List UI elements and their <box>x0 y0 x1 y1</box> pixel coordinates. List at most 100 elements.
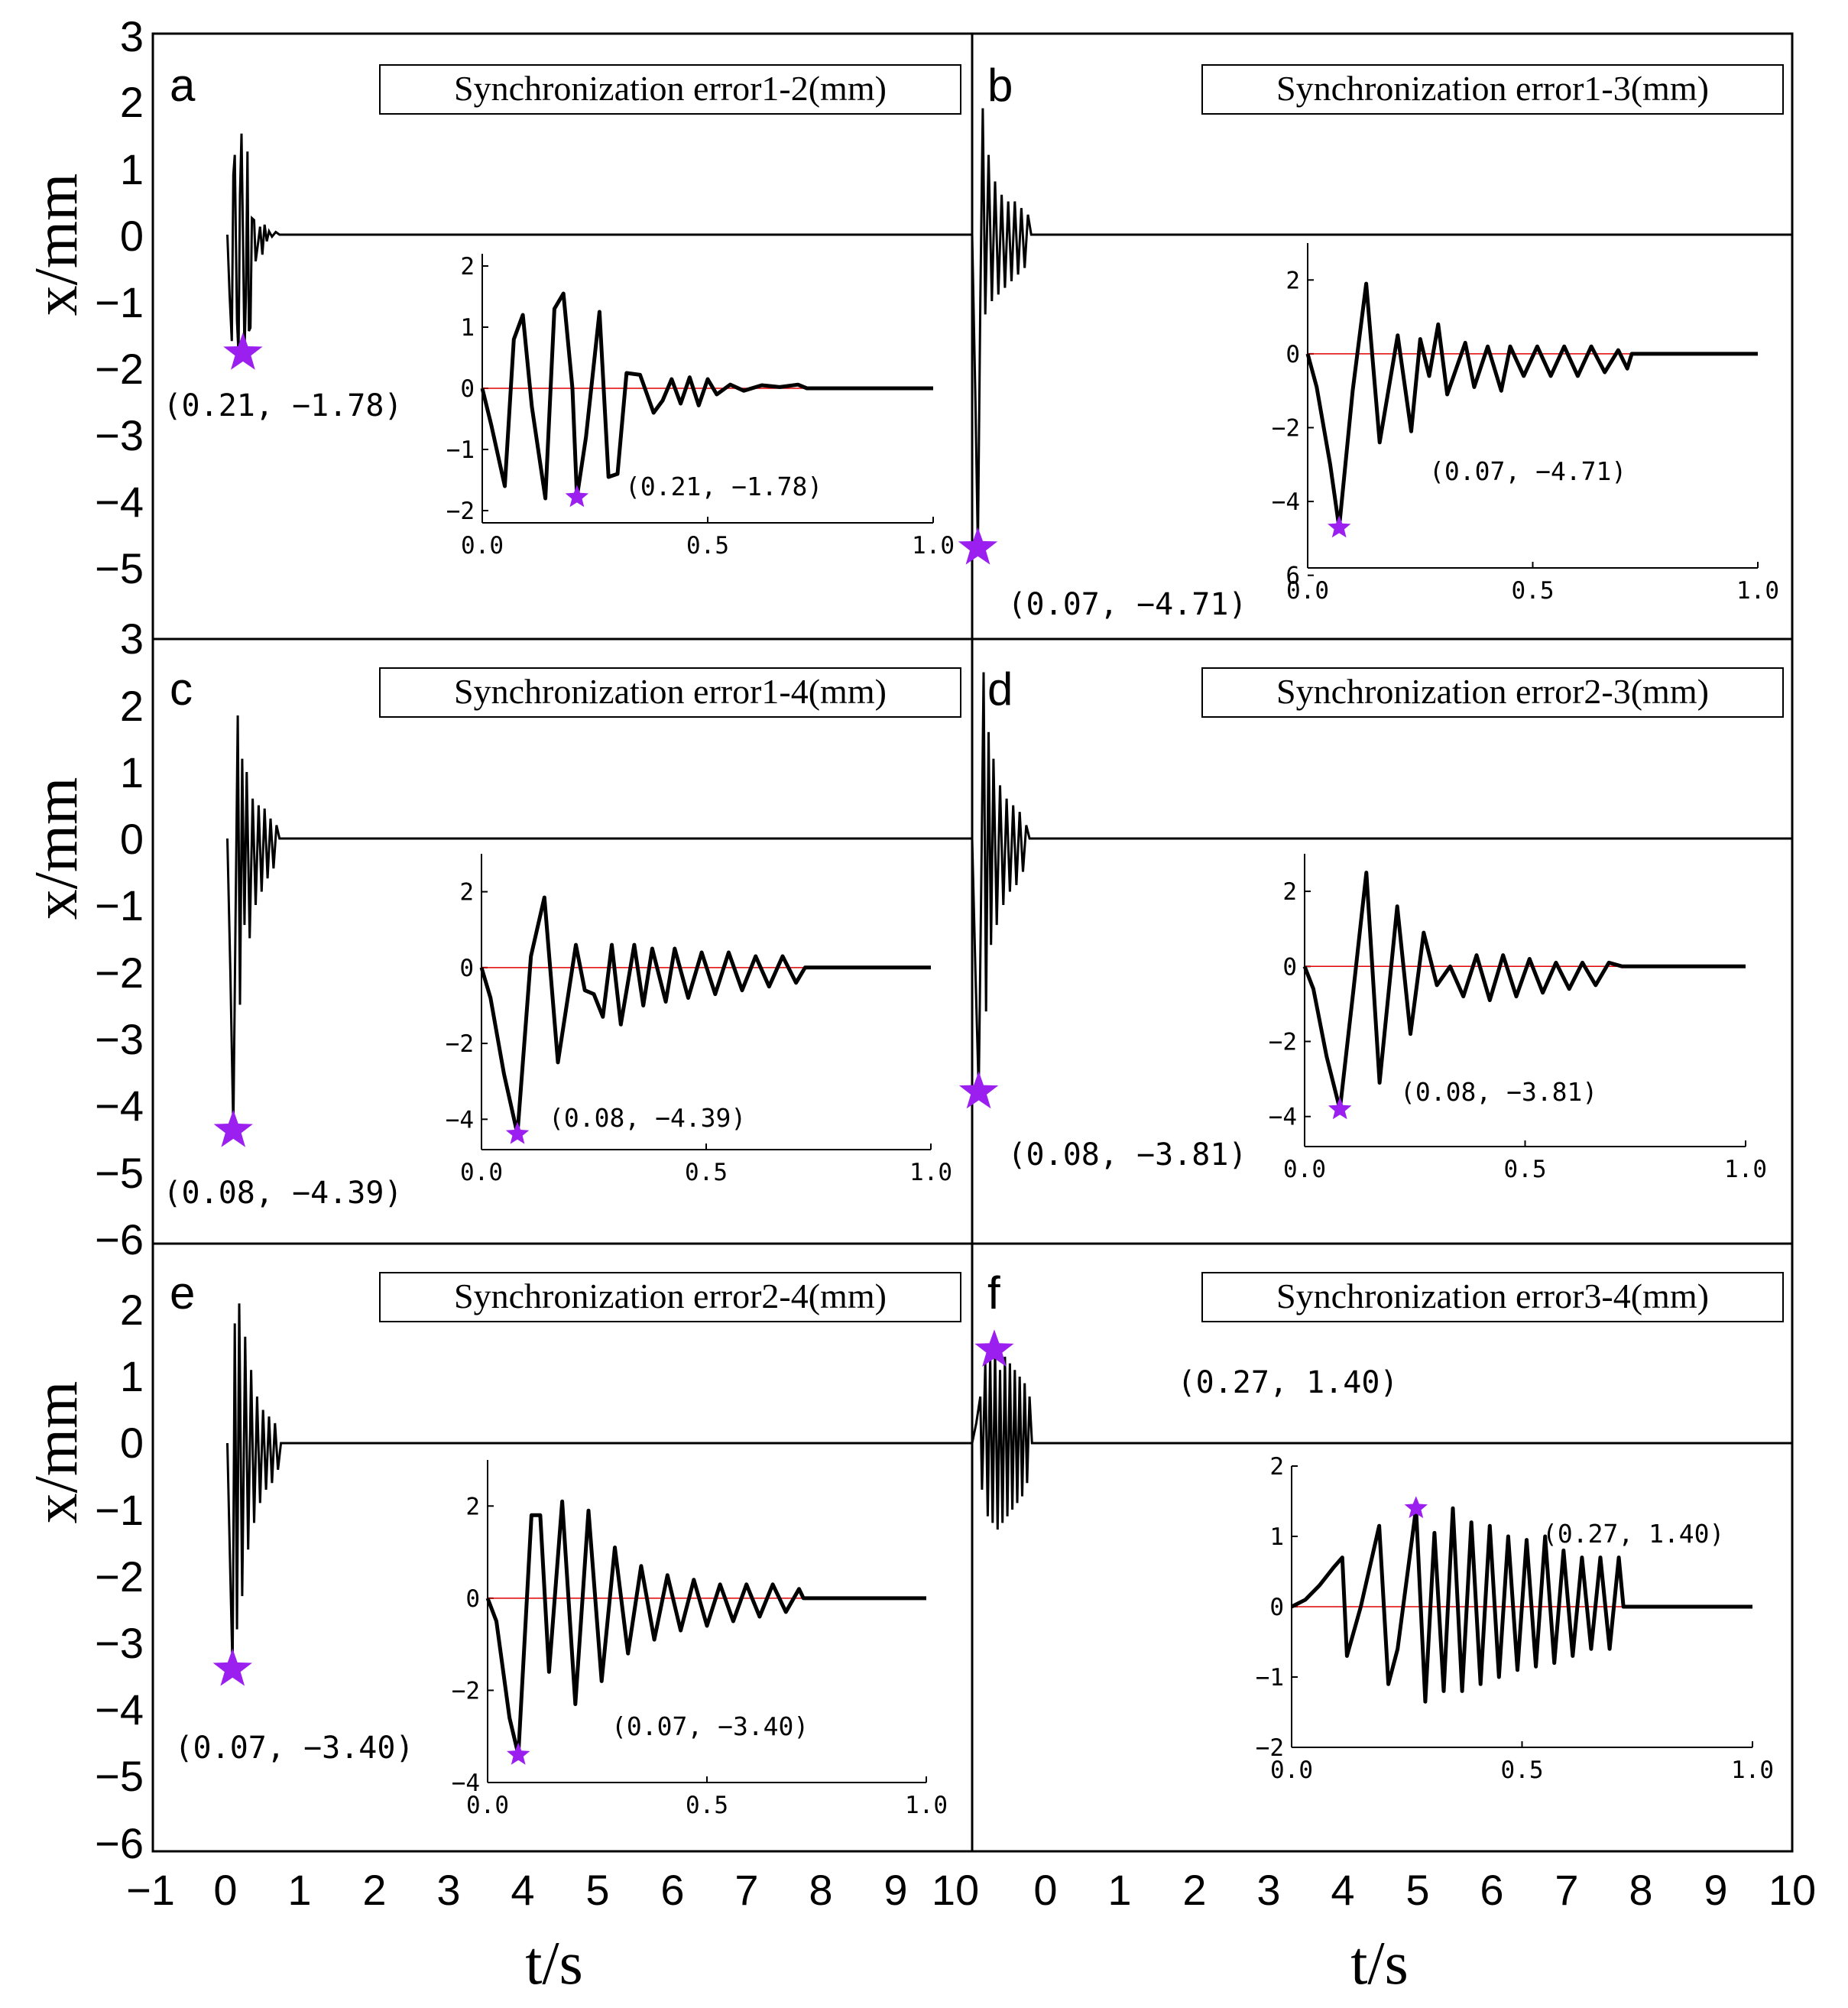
inset-peak-marker-star <box>1328 515 1351 538</box>
inset-x-tick-label: 0.5 <box>1501 1757 1544 1784</box>
inset-x-tick-label: 0.5 <box>685 1159 728 1186</box>
inset-peak-marker-star <box>565 485 589 508</box>
signal-line <box>971 1350 1792 1530</box>
inset-peak-annotation: (0.21, −1.78) <box>625 472 822 501</box>
x-tick-label: 0 <box>1033 1866 1057 1914</box>
inset-signal-line <box>479 895 931 1137</box>
inset-y-tick-label: 1 <box>1269 1523 1284 1551</box>
x-tick-label: 1 <box>1107 1866 1131 1914</box>
legend-label: Synchronization error2-3(mm) <box>1276 672 1709 711</box>
y-axis-label: x/mm <box>23 174 90 316</box>
inset-y-tick-label: 2 <box>459 879 474 907</box>
x-tick-label: 9 <box>1704 1866 1727 1914</box>
inset-y-tick-label: −4 <box>446 1106 474 1134</box>
y-tick-label: 3 <box>120 615 144 663</box>
inset-x-tick-label: 1.0 <box>1724 1156 1767 1183</box>
legend-box <box>1201 667 1784 718</box>
inset-f: 0.0 0.5 1.0 2 1 0 −1 −2 (0.27, 1.40) <box>1256 1453 1774 1784</box>
inset-y-tick-label: 2 <box>465 1493 480 1520</box>
frame <box>151 32 1794 1853</box>
inset-x-tick-label: 0.0 <box>1286 577 1329 605</box>
inset-x-tick-label: 1.0 <box>1736 577 1779 605</box>
inset-peak-marker-star <box>1404 1496 1428 1519</box>
legend-label: Synchronization error3-4(mm) <box>1276 1276 1709 1315</box>
inset-y-tick-label: 0 <box>459 955 474 982</box>
signal-line <box>971 672 1792 1092</box>
inset-peak-annotation: (0.27, 1.40) <box>1542 1519 1724 1549</box>
inset-y-tick-label: −1 <box>1256 1664 1284 1692</box>
inset-x-tick-label: 1.0 <box>912 532 955 560</box>
inset-peak-marker-star <box>1328 1097 1352 1120</box>
panel-a: (0.21, −1.78) a Synchronization error1-2(m… <box>163 60 972 560</box>
inset-signal-line <box>480 291 933 501</box>
inset-y-tick-label: 6 <box>1285 563 1300 590</box>
x-tick-label: 8 <box>1629 1866 1652 1914</box>
signal-line <box>226 715 972 1131</box>
y-tick-label: −2 <box>95 1552 144 1601</box>
inset-signal-line <box>1305 281 1758 530</box>
y-tick-label: 0 <box>120 212 144 260</box>
peak-annotation: (0.07, −4.71) <box>1007 587 1247 622</box>
inset-y-tick-label: 0 <box>460 375 475 403</box>
signal-line <box>226 1303 972 1669</box>
y-tick-label: −5 <box>95 544 144 592</box>
x-tick-label: 5 <box>1405 1866 1429 1914</box>
legend-box <box>1201 1272 1784 1322</box>
y-tick-label: −3 <box>95 411 144 459</box>
inset-peak-annotation: (0.07, −4.71) <box>1429 456 1626 486</box>
peak-marker-star <box>223 332 263 370</box>
inset-b: 0.0 0.5 1.0 2 0 −2 −4 6 (0.07, −4.71) <box>1272 243 1779 605</box>
legend-label: Synchronization error1-4(mm) <box>454 672 887 711</box>
x-tick-label: 4 <box>1331 1866 1354 1914</box>
y-tick-label: −5 <box>95 1752 144 1800</box>
panel-d: (0.08, −3.81) d Synchronization error2-3(m… <box>958 663 1792 1183</box>
peak-marker-star <box>213 1109 253 1147</box>
y-tick-label: −1 <box>95 278 144 326</box>
peak-annotation: (0.27, 1.40) <box>1178 1365 1399 1400</box>
y-axis-labels: x/mm x/mm x/mm <box>23 174 90 1524</box>
panel-label: e <box>170 1267 195 1319</box>
panel-c: (0.08, −4.39) c Synchronization error1-4(m… <box>163 663 972 1211</box>
y-tick-label: −1 <box>95 1486 144 1534</box>
inset-y-tick-label: 2 <box>460 253 475 281</box>
y-tick-label: 2 <box>120 1286 144 1334</box>
inset-y-tick-label: −2 <box>452 1677 480 1705</box>
y-tick-label: 3 <box>120 12 144 60</box>
panel-b: (0.07, −4.71) b Synchronization error1-3(m… <box>958 60 1792 622</box>
panel-label: c <box>170 663 193 715</box>
inset-x-tick-label: 1.0 <box>1731 1757 1774 1784</box>
peak-marker-star <box>974 1329 1014 1367</box>
y-tick-label: 0 <box>120 1419 144 1467</box>
y-tick-label: −2 <box>95 949 144 997</box>
inset-peak-annotation: (0.08, −4.39) <box>549 1103 746 1133</box>
x-tick-label: 8 <box>809 1866 832 1914</box>
y-tick-label: −4 <box>95 1685 144 1734</box>
inset-a: 0.0 0.5 1.0 2 1 0 −1 −2 (0.21, −1.78) <box>446 253 955 560</box>
inset-y-tick-label: −4 <box>1272 488 1300 516</box>
x-tick-label: 9 <box>883 1866 907 1914</box>
inset-peak-annotation: (0.08, −3.81) <box>1400 1077 1597 1107</box>
inset-y-tick-label: −4 <box>452 1770 480 1797</box>
inset-x-tick-label: 0.0 <box>460 1159 503 1186</box>
inset-d: 0.0 0.5 1.0 2 0 −2 −4 (0.08, −3.81) <box>1269 854 1767 1183</box>
x-tick-label: 7 <box>734 1866 758 1914</box>
legend-label: Synchronization error1-2(mm) <box>454 69 887 108</box>
y-tick-label: −6 <box>95 1215 144 1264</box>
y-tick-label: 1 <box>120 1352 144 1400</box>
inset-x-tick-label: 1.0 <box>905 1792 948 1819</box>
y-axis-ticks: 3 2 1 0 −1 −2 −3 −4 −5 3 2 1 0 −1 −2 −3 … <box>95 12 144 1867</box>
inset-x-tick-label: 1.0 <box>909 1159 952 1186</box>
legend-box <box>379 667 961 718</box>
inset-x-tick-label: 0.5 <box>1512 577 1555 605</box>
y-axis-label: x/mm <box>23 777 90 920</box>
y-tick-label: −4 <box>95 1082 144 1130</box>
peak-marker-star <box>212 1648 252 1686</box>
inset-signal-line <box>485 1499 926 1757</box>
inset-x-tick-label: 0.0 <box>466 1792 509 1819</box>
x-tick-label: 6 <box>660 1866 684 1914</box>
y-tick-label: −5 <box>95 1149 144 1197</box>
inset-c: 0.0 0.5 1.0 2 0 −2 −4 (0.08, −4.39) <box>446 854 952 1186</box>
y-tick-label: 1 <box>120 748 144 796</box>
inset-x-tick-label: 0.5 <box>686 532 729 560</box>
inset-x-tick-label: 0.5 <box>686 1792 728 1819</box>
